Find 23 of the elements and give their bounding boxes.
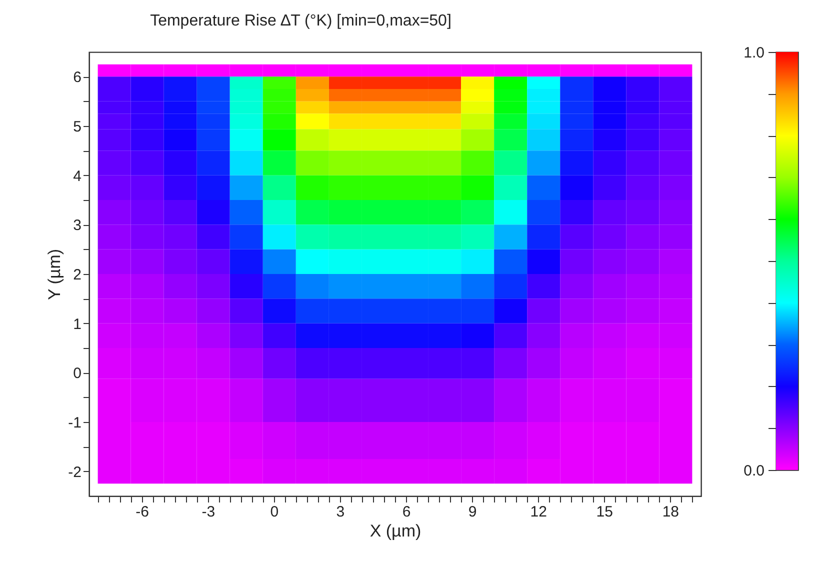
x-axis-title: X (µm) [370, 522, 422, 540]
x-tick-label: 6 [402, 504, 411, 520]
x-tick-label: -6 [136, 504, 150, 520]
x-tick-label: 0 [270, 504, 279, 520]
x-tick-label: 18 [662, 504, 680, 520]
color-bar-label: 1.0 [744, 44, 764, 62]
y-axis-title: Y (µm) [45, 248, 64, 300]
y-tick-label: 6 [73, 69, 82, 86]
x-tick-label: 15 [596, 504, 613, 520]
y-tick-label: 1 [73, 316, 82, 333]
y-tick-label: 2 [73, 266, 82, 284]
y-tick-label: -2 [68, 464, 82, 481]
x-tick-label: 12 [530, 504, 547, 520]
x-tick-label: 3 [336, 504, 345, 520]
y-tick-label: 5 [73, 118, 82, 136]
y-tick-label: 0 [73, 365, 82, 382]
y-tick-label: 3 [73, 217, 82, 234]
y-tick-label: 4 [73, 168, 82, 185]
color-bar-label: 0.0 [744, 462, 764, 480]
x-tick-label: -3 [202, 504, 216, 520]
chart-title: Temperature Rise ∆T (°K) [min=0,max=50] [150, 12, 452, 30]
y-tick-label: -1 [68, 414, 82, 432]
x-tick-label: 9 [468, 504, 477, 520]
